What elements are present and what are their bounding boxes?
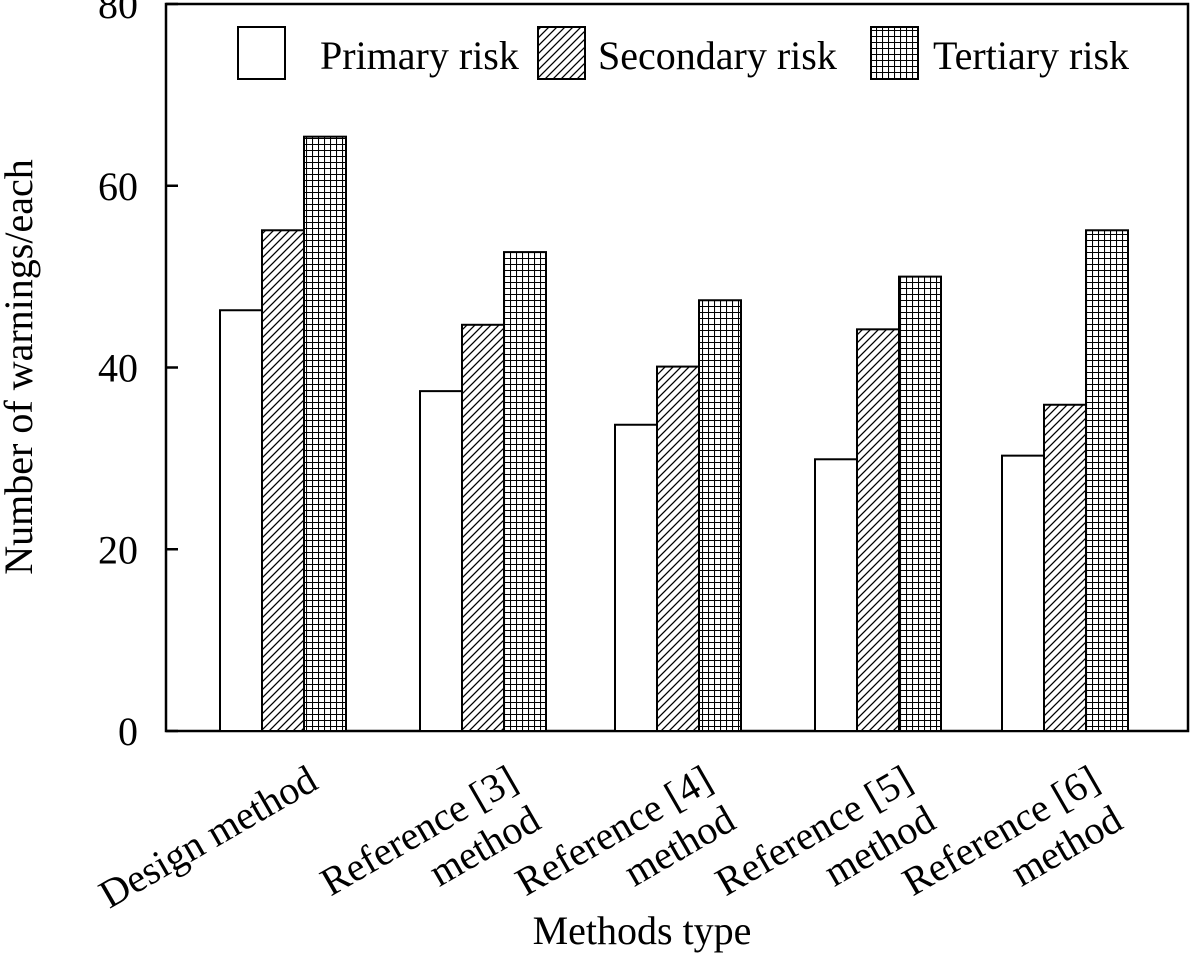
y-tick-label-1: 20 <box>98 527 138 572</box>
bar-5-series-2 <box>1043 403 1087 732</box>
y-tick-label-2: 40 <box>98 346 138 391</box>
bar-4-series-3 <box>898 275 942 732</box>
bar-1-series-2 <box>261 229 305 732</box>
legend-swatch-2 <box>537 26 586 80</box>
category-label-2: Reference [3]method <box>313 756 548 904</box>
legend-label-2: Secondary risk <box>598 33 837 78</box>
y-tick-label-3: 60 <box>98 164 138 209</box>
legend-swatch-3 <box>870 26 919 80</box>
bar-1-series-1 <box>219 309 263 732</box>
category-label-1: Design method <box>91 756 324 917</box>
bar-1-series-3 <box>303 135 347 733</box>
category-label-line: Design method <box>91 756 324 917</box>
y-tick-label-0: 0 <box>118 709 138 754</box>
legend-label-1: Primary risk <box>320 33 519 78</box>
legend: Primary risk Secondary risk Tertiary risk <box>237 26 1129 80</box>
bar-5-series-1 <box>1001 454 1045 732</box>
y-tick-label-4: 80 <box>98 0 138 27</box>
bar-2-series-3 <box>503 251 547 732</box>
legend-swatch-1 <box>237 26 286 80</box>
y-axis: 0 20 40 60 80 <box>98 0 178 754</box>
bar-3-series-3 <box>698 299 742 732</box>
bars <box>219 135 1129 733</box>
y-axis-title: Number of warnings/each <box>0 159 41 574</box>
bar-5-series-3 <box>1085 229 1129 732</box>
category-label-5: Reference [6]method <box>895 756 1130 904</box>
bar-3-series-1 <box>614 423 658 732</box>
x-axis-title: Methods type <box>533 908 752 953</box>
legend-label-3: Tertiary risk <box>933 33 1129 78</box>
bar-2-series-2 <box>461 323 505 732</box>
bar-3-series-2 <box>656 365 700 732</box>
bar-2-series-1 <box>419 390 463 732</box>
bar-4-series-2 <box>856 328 900 732</box>
bar-4-series-1 <box>814 458 858 732</box>
